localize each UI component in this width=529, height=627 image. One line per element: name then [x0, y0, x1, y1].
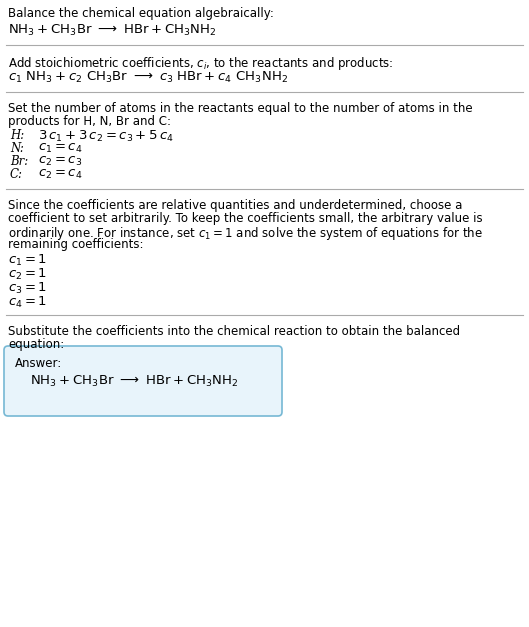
Text: Balance the chemical equation algebraically:: Balance the chemical equation algebraica…: [8, 7, 274, 20]
Text: Br:: Br:: [10, 155, 28, 168]
Text: ordinarily one. For instance, set $c_1 = 1$ and solve the system of equations fo: ordinarily one. For instance, set $c_1 =…: [8, 225, 483, 242]
Text: equation:: equation:: [8, 338, 64, 351]
Text: Set the number of atoms in the reactants equal to the number of atoms in the: Set the number of atoms in the reactants…: [8, 102, 472, 115]
Text: $c_2 = c_3$: $c_2 = c_3$: [38, 155, 82, 168]
Text: Answer:: Answer:: [15, 357, 62, 370]
Text: $c_1 = 1$: $c_1 = 1$: [8, 253, 47, 268]
Text: N:: N:: [10, 142, 24, 155]
Text: products for H, N, Br and C:: products for H, N, Br and C:: [8, 115, 171, 128]
Text: $\mathrm{NH_3 + CH_3Br}\ \longrightarrow\ \mathrm{HBr + CH_3NH_2}$: $\mathrm{NH_3 + CH_3Br}\ \longrightarrow…: [8, 23, 217, 38]
FancyBboxPatch shape: [4, 346, 282, 416]
Text: $c_1\ \mathrm{NH_3} + c_2\ \mathrm{CH_3Br}\ \longrightarrow\ c_3\ \mathrm{HBr} +: $c_1\ \mathrm{NH_3} + c_2\ \mathrm{CH_3B…: [8, 70, 288, 85]
Text: H:: H:: [10, 129, 24, 142]
Text: $\mathrm{NH_3 + CH_3Br}\ \longrightarrow\ \mathrm{HBr + CH_3NH_2}$: $\mathrm{NH_3 + CH_3Br}\ \longrightarrow…: [30, 374, 239, 389]
Text: coefficient to set arbitrarily. To keep the coefficients small, the arbitrary va: coefficient to set arbitrarily. To keep …: [8, 212, 482, 225]
Text: Since the coefficients are relative quantities and underdetermined, choose a: Since the coefficients are relative quan…: [8, 199, 462, 212]
Text: $c_2 = 1$: $c_2 = 1$: [8, 267, 47, 282]
Text: remaining coefficients:: remaining coefficients:: [8, 238, 143, 251]
Text: $c_3 = 1$: $c_3 = 1$: [8, 281, 47, 296]
Text: Substitute the coefficients into the chemical reaction to obtain the balanced: Substitute the coefficients into the che…: [8, 325, 460, 338]
Text: $c_4 = 1$: $c_4 = 1$: [8, 295, 47, 310]
Text: $3\,c_1 + 3\,c_2 = c_3 + 5\,c_4$: $3\,c_1 + 3\,c_2 = c_3 + 5\,c_4$: [38, 129, 174, 144]
Text: Add stoichiometric coefficients, $c_i$, to the reactants and products:: Add stoichiometric coefficients, $c_i$, …: [8, 55, 394, 72]
Text: C:: C:: [10, 168, 23, 181]
Text: $c_1 = c_4$: $c_1 = c_4$: [38, 142, 83, 155]
Text: $c_2 = c_4$: $c_2 = c_4$: [38, 168, 83, 181]
